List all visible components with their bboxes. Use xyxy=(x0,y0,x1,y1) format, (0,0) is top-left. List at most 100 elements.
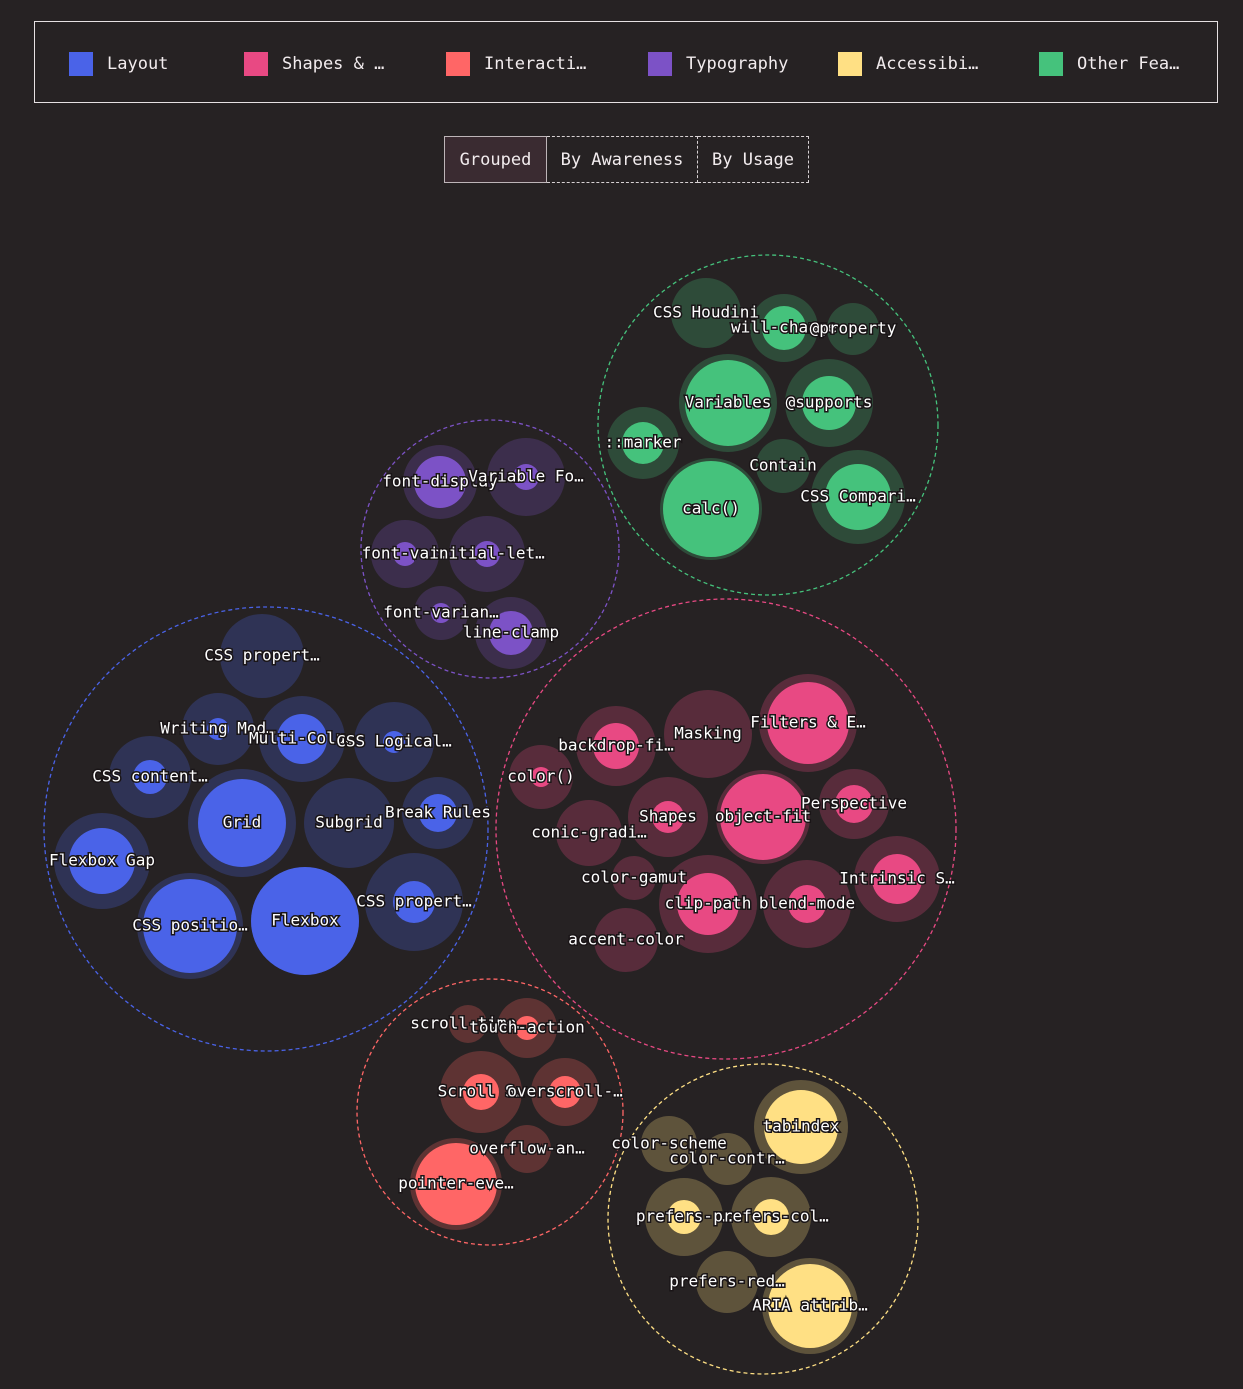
bubble-label: @supports xyxy=(786,393,873,412)
usage-bubble[interactable] xyxy=(768,1264,852,1348)
bubble-label: pointer-eve… xyxy=(398,1174,514,1193)
usage-bubble[interactable] xyxy=(788,885,826,923)
usage-bubble[interactable] xyxy=(143,879,237,973)
legend-item-2[interactable]: Shapes & … xyxy=(244,52,384,76)
usage-bubble[interactable] xyxy=(593,723,639,769)
bubble-label: Perspective xyxy=(801,794,907,813)
usage-bubble[interactable] xyxy=(622,422,664,464)
usage-bubble[interactable] xyxy=(207,718,229,740)
awareness-bubble[interactable] xyxy=(756,439,810,493)
bubble-label: will-change xyxy=(731,318,837,337)
usage-bubble[interactable] xyxy=(835,785,873,823)
bubble-label: Writing Mod… xyxy=(160,719,276,738)
usage-bubble[interactable] xyxy=(277,714,327,764)
awareness-bubble[interactable] xyxy=(701,1133,753,1185)
usage-bubble[interactable] xyxy=(474,541,500,567)
usage-bubble[interactable] xyxy=(652,801,684,833)
group-outline xyxy=(356,978,624,1246)
legend-swatch xyxy=(1039,52,1063,76)
awareness-bubble[interactable] xyxy=(671,278,741,348)
awareness-bubble[interactable] xyxy=(503,1125,551,1173)
legend-item-5[interactable]: Accessibi… xyxy=(838,52,978,76)
awareness-bubble[interactable] xyxy=(449,1005,487,1043)
usage-bubble[interactable] xyxy=(531,767,551,787)
usage-bubble[interactable] xyxy=(825,464,891,530)
tab-by-usage[interactable]: By Usage xyxy=(698,136,809,183)
usage-bubble[interactable] xyxy=(667,1200,701,1234)
legend-swatch xyxy=(838,52,862,76)
bubble-label: Intrinsic S… xyxy=(839,869,955,888)
usage-bubble[interactable] xyxy=(414,456,466,508)
group-outline xyxy=(597,254,939,596)
usage-bubble[interactable] xyxy=(767,682,849,764)
legend-item-4[interactable]: Typography xyxy=(648,52,788,76)
legend-item-3[interactable]: Interacti… xyxy=(446,52,586,76)
usage-bubble[interactable] xyxy=(515,1016,539,1040)
usage-bubble[interactable] xyxy=(383,731,405,753)
usage-bubble[interactable] xyxy=(677,873,739,935)
usage-bubble[interactable] xyxy=(251,867,359,975)
usage-bubble[interactable] xyxy=(513,464,539,490)
legend-label: Accessibi… xyxy=(876,54,979,74)
awareness-bubble[interactable] xyxy=(220,614,304,698)
usage-bubble[interactable] xyxy=(431,603,451,623)
awareness-bubble[interactable] xyxy=(304,778,394,868)
legend-label: Shapes & … xyxy=(282,54,385,74)
awareness-bubble[interactable] xyxy=(612,856,656,900)
awareness-bubble[interactable] xyxy=(664,690,752,778)
bubble-label: Shapes xyxy=(639,807,697,826)
usage-bubble[interactable] xyxy=(415,1143,497,1225)
bubble-label: Break Rules xyxy=(385,803,491,822)
legend-swatch xyxy=(244,52,268,76)
usage-bubble[interactable] xyxy=(69,828,135,894)
awareness-bubble[interactable] xyxy=(594,908,658,972)
usage-bubble[interactable] xyxy=(872,854,922,904)
legend-item-1[interactable]: Layout xyxy=(69,52,168,76)
legend-swatch xyxy=(69,52,93,76)
usage-bubble[interactable] xyxy=(753,1199,789,1235)
usage-bubble[interactable] xyxy=(720,774,806,860)
view-tabs: Grouped By Awareness By Usage xyxy=(444,136,809,183)
usage-bubble[interactable] xyxy=(463,1074,499,1110)
bubble-label: @property xyxy=(810,319,897,338)
usage-bubble[interactable] xyxy=(393,881,435,923)
bubble-label: Masking xyxy=(674,724,741,743)
bubble-label: ARIA attrib… xyxy=(752,1296,868,1315)
bubble-label: overflow-an… xyxy=(469,1139,585,1158)
usage-bubble[interactable] xyxy=(685,360,771,446)
usage-bubble[interactable] xyxy=(133,760,167,794)
usage-bubble[interactable] xyxy=(663,461,759,557)
group-2 xyxy=(495,598,957,1060)
bubble-label: Variable Fo… xyxy=(468,467,584,486)
bubble-label: CSS content… xyxy=(92,767,208,786)
bubble-labels: CSS propert… Writing Mod…Multi-Colu…CSS L… xyxy=(48,301,957,1316)
awareness-bubble[interactable] xyxy=(641,1116,697,1172)
bubble-label: tabindex xyxy=(762,1117,839,1136)
bubble-label: color-contr… xyxy=(669,1149,785,1168)
bubble-label: prefers-col… xyxy=(713,1207,829,1226)
awareness-bubble[interactable] xyxy=(556,800,622,866)
usage-bubble[interactable] xyxy=(198,779,286,867)
usage-bubble[interactable] xyxy=(419,794,457,832)
bubble-label: CSS propert… xyxy=(356,892,472,911)
bubble-label: Filters & E… xyxy=(750,713,866,732)
bubble-label: color-scheme xyxy=(611,1134,727,1153)
usage-bubble[interactable] xyxy=(764,1090,838,1164)
bubble-label: Multi-Colu… xyxy=(249,729,355,748)
usage-bubble[interactable] xyxy=(762,306,806,350)
tab-grouped[interactable]: Grouped xyxy=(444,136,547,183)
usage-bubble[interactable] xyxy=(489,611,533,655)
group-outline xyxy=(495,598,957,1060)
awareness-bubble[interactable] xyxy=(696,1251,758,1313)
bubble-label: Contain xyxy=(749,456,816,475)
usage-bubble[interactable] xyxy=(393,542,417,566)
bubble-label: font-display xyxy=(382,472,498,491)
legend-item-6[interactable]: Other Fea… xyxy=(1039,52,1179,76)
bubble-label: scroll-time… xyxy=(410,1014,526,1033)
usage-bubble[interactable] xyxy=(802,376,856,430)
bubble-label: CSS Houdini xyxy=(653,303,759,322)
tab-by-awareness[interactable]: By Awareness xyxy=(547,136,698,183)
usage-bubble[interactable] xyxy=(549,1076,581,1108)
awareness-bubble[interactable] xyxy=(827,303,879,355)
